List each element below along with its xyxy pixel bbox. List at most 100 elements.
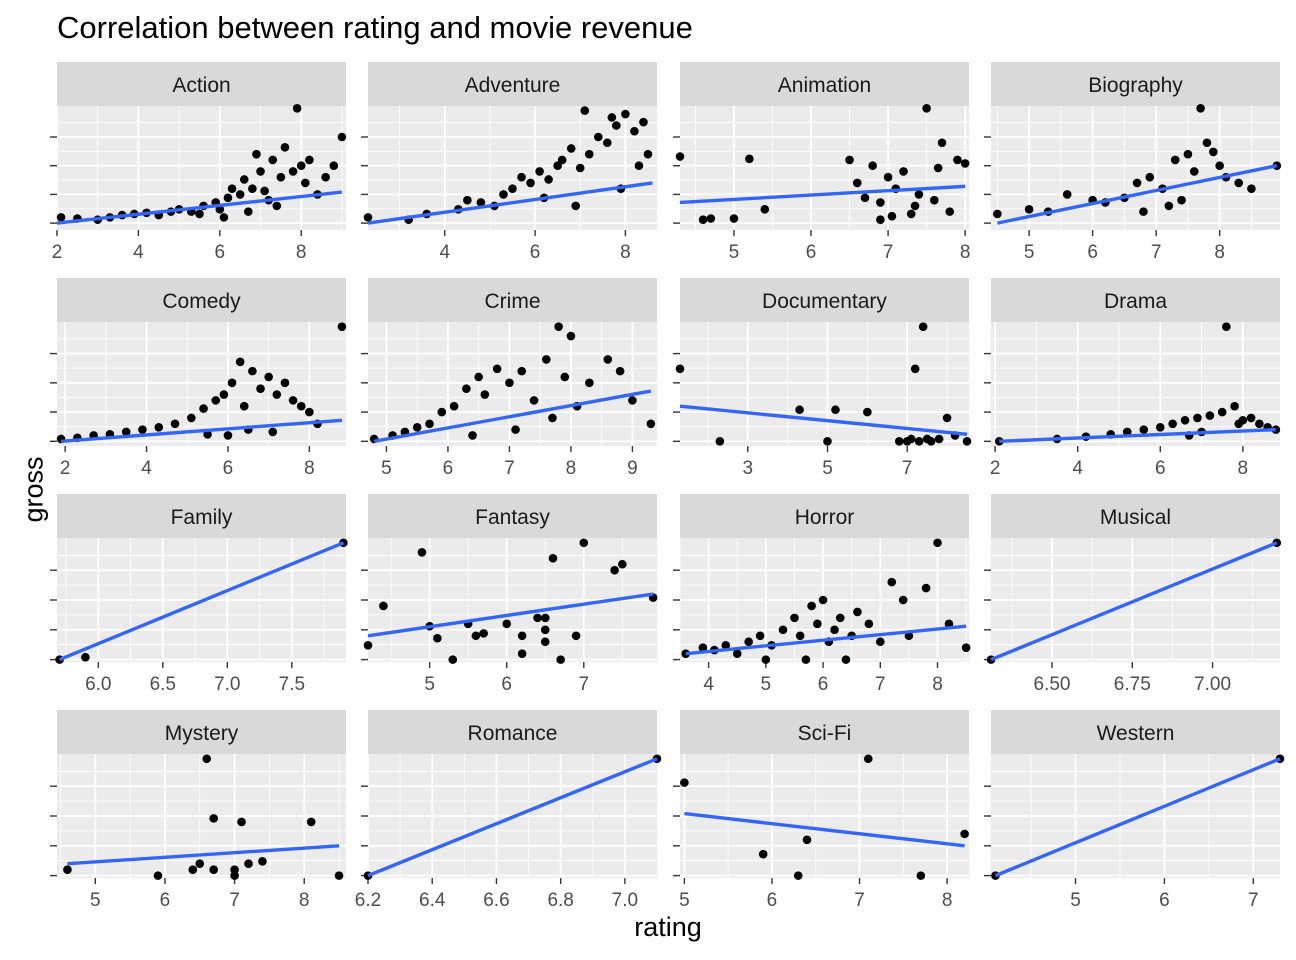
data-point [1234, 178, 1244, 188]
strip-label-documentary: Documentary [762, 290, 887, 313]
data-point [760, 205, 770, 214]
x-tick-label-western: 7 [1248, 890, 1259, 911]
data-point [280, 378, 290, 388]
data-point [575, 163, 585, 173]
strip-adventure [368, 62, 657, 106]
data-point [517, 631, 527, 641]
data-point [268, 155, 278, 165]
data-point [860, 193, 870, 203]
fit-line-adventure [367, 181, 653, 225]
data-point [745, 154, 754, 164]
data-point [448, 655, 458, 664]
data-point [883, 172, 893, 182]
data-point [721, 641, 731, 650]
data-point [239, 401, 249, 411]
panel-musical: Musical 6.50 6.75 7.00 [984, 494, 1282, 695]
data-point [1189, 167, 1199, 176]
x-tick-label-musical: 7.00 [1194, 674, 1231, 695]
x-tick-label-musical: 6.75 [1114, 674, 1151, 695]
data-point [579, 538, 589, 548]
data-point [492, 364, 502, 374]
data-point [305, 155, 314, 165]
x-tick-label-sci-fi: 8 [942, 890, 953, 911]
x-tick-label-biography: 5 [1024, 242, 1035, 263]
data-point [449, 401, 459, 411]
data-point [554, 322, 563, 331]
strip-label-animation: Animation [778, 74, 871, 97]
data-point [698, 643, 708, 652]
data-point [744, 637, 753, 647]
strip-label-horror: Horror [795, 506, 855, 529]
gridlines-romance [367, 754, 657, 878]
x-tick-label-animation: 7 [883, 242, 894, 263]
strip-label-fantasy: Fantasy [475, 506, 550, 529]
data-point [244, 207, 253, 216]
x-tick-label-horror: 4 [703, 674, 714, 695]
data-point [557, 155, 567, 165]
data-point [153, 871, 163, 880]
strip-documentary [680, 278, 969, 322]
panel-animation: Animation 5 6 7 8 [673, 62, 970, 263]
data-point [887, 211, 897, 221]
data-point [544, 175, 553, 184]
data-point [540, 637, 550, 647]
strip-label-comedy: Comedy [162, 290, 241, 313]
data-point [292, 103, 302, 113]
data-point [894, 437, 904, 446]
panel-family: Family 6.0 6.5 7.0 7.5 [50, 494, 348, 695]
data-point [305, 407, 314, 417]
data-point [329, 161, 339, 171]
data-point [334, 871, 344, 880]
data-point [560, 372, 570, 382]
data-point [480, 390, 490, 399]
data-point [517, 649, 527, 658]
gridlines-western [991, 754, 1280, 878]
data-point [1139, 207, 1148, 216]
data-point [585, 378, 594, 388]
strip-label-romance: Romance [468, 722, 558, 745]
strip-family [57, 494, 346, 538]
strip-sci-fi [680, 710, 969, 754]
x-tick-label-family: 7.5 [279, 674, 305, 695]
data-point [795, 405, 804, 415]
data-point [571, 201, 581, 211]
x-tick-label-drama: 6 [1155, 458, 1166, 479]
data-point [63, 865, 72, 874]
x-tick-label-documentary: 3 [742, 458, 753, 479]
data-point [1024, 205, 1034, 214]
points-drama [994, 322, 1281, 446]
x-tick-label-animation: 6 [806, 242, 817, 263]
data-point [437, 407, 447, 417]
x-tick-label-horror: 5 [761, 674, 772, 695]
strip-action [57, 62, 346, 106]
data-point [793, 871, 803, 880]
data-point [823, 437, 832, 446]
fit-line-action [56, 190, 343, 225]
data-point [628, 396, 637, 405]
data-point [237, 817, 246, 827]
data-point [993, 209, 1002, 219]
x-tick-label-musical: 6.50 [1034, 674, 1071, 695]
data-point [643, 149, 653, 159]
data-point [933, 163, 943, 173]
data-point [732, 649, 742, 658]
data-point [288, 167, 298, 176]
x-tick-label-crime: 6 [443, 458, 454, 479]
panel-bg-comedy [57, 322, 346, 446]
data-point [1238, 415, 1248, 425]
data-point [910, 201, 920, 211]
x-tick-label-biography: 7 [1151, 242, 1162, 263]
gridlines-adventure [368, 106, 657, 230]
data-point [761, 655, 771, 664]
x-tick-label-documentary: 7 [902, 458, 913, 479]
x-tick-label-romance: 6.2 [355, 890, 381, 911]
x-tick-label-horror: 6 [818, 674, 829, 695]
data-point [1183, 149, 1193, 159]
fit-line-biography [997, 164, 1278, 225]
data-point [584, 149, 594, 159]
x-tick-label-action: 8 [296, 242, 307, 263]
data-point [875, 637, 885, 647]
strip-musical [991, 494, 1280, 538]
data-point [706, 214, 716, 223]
data-point [845, 155, 854, 165]
